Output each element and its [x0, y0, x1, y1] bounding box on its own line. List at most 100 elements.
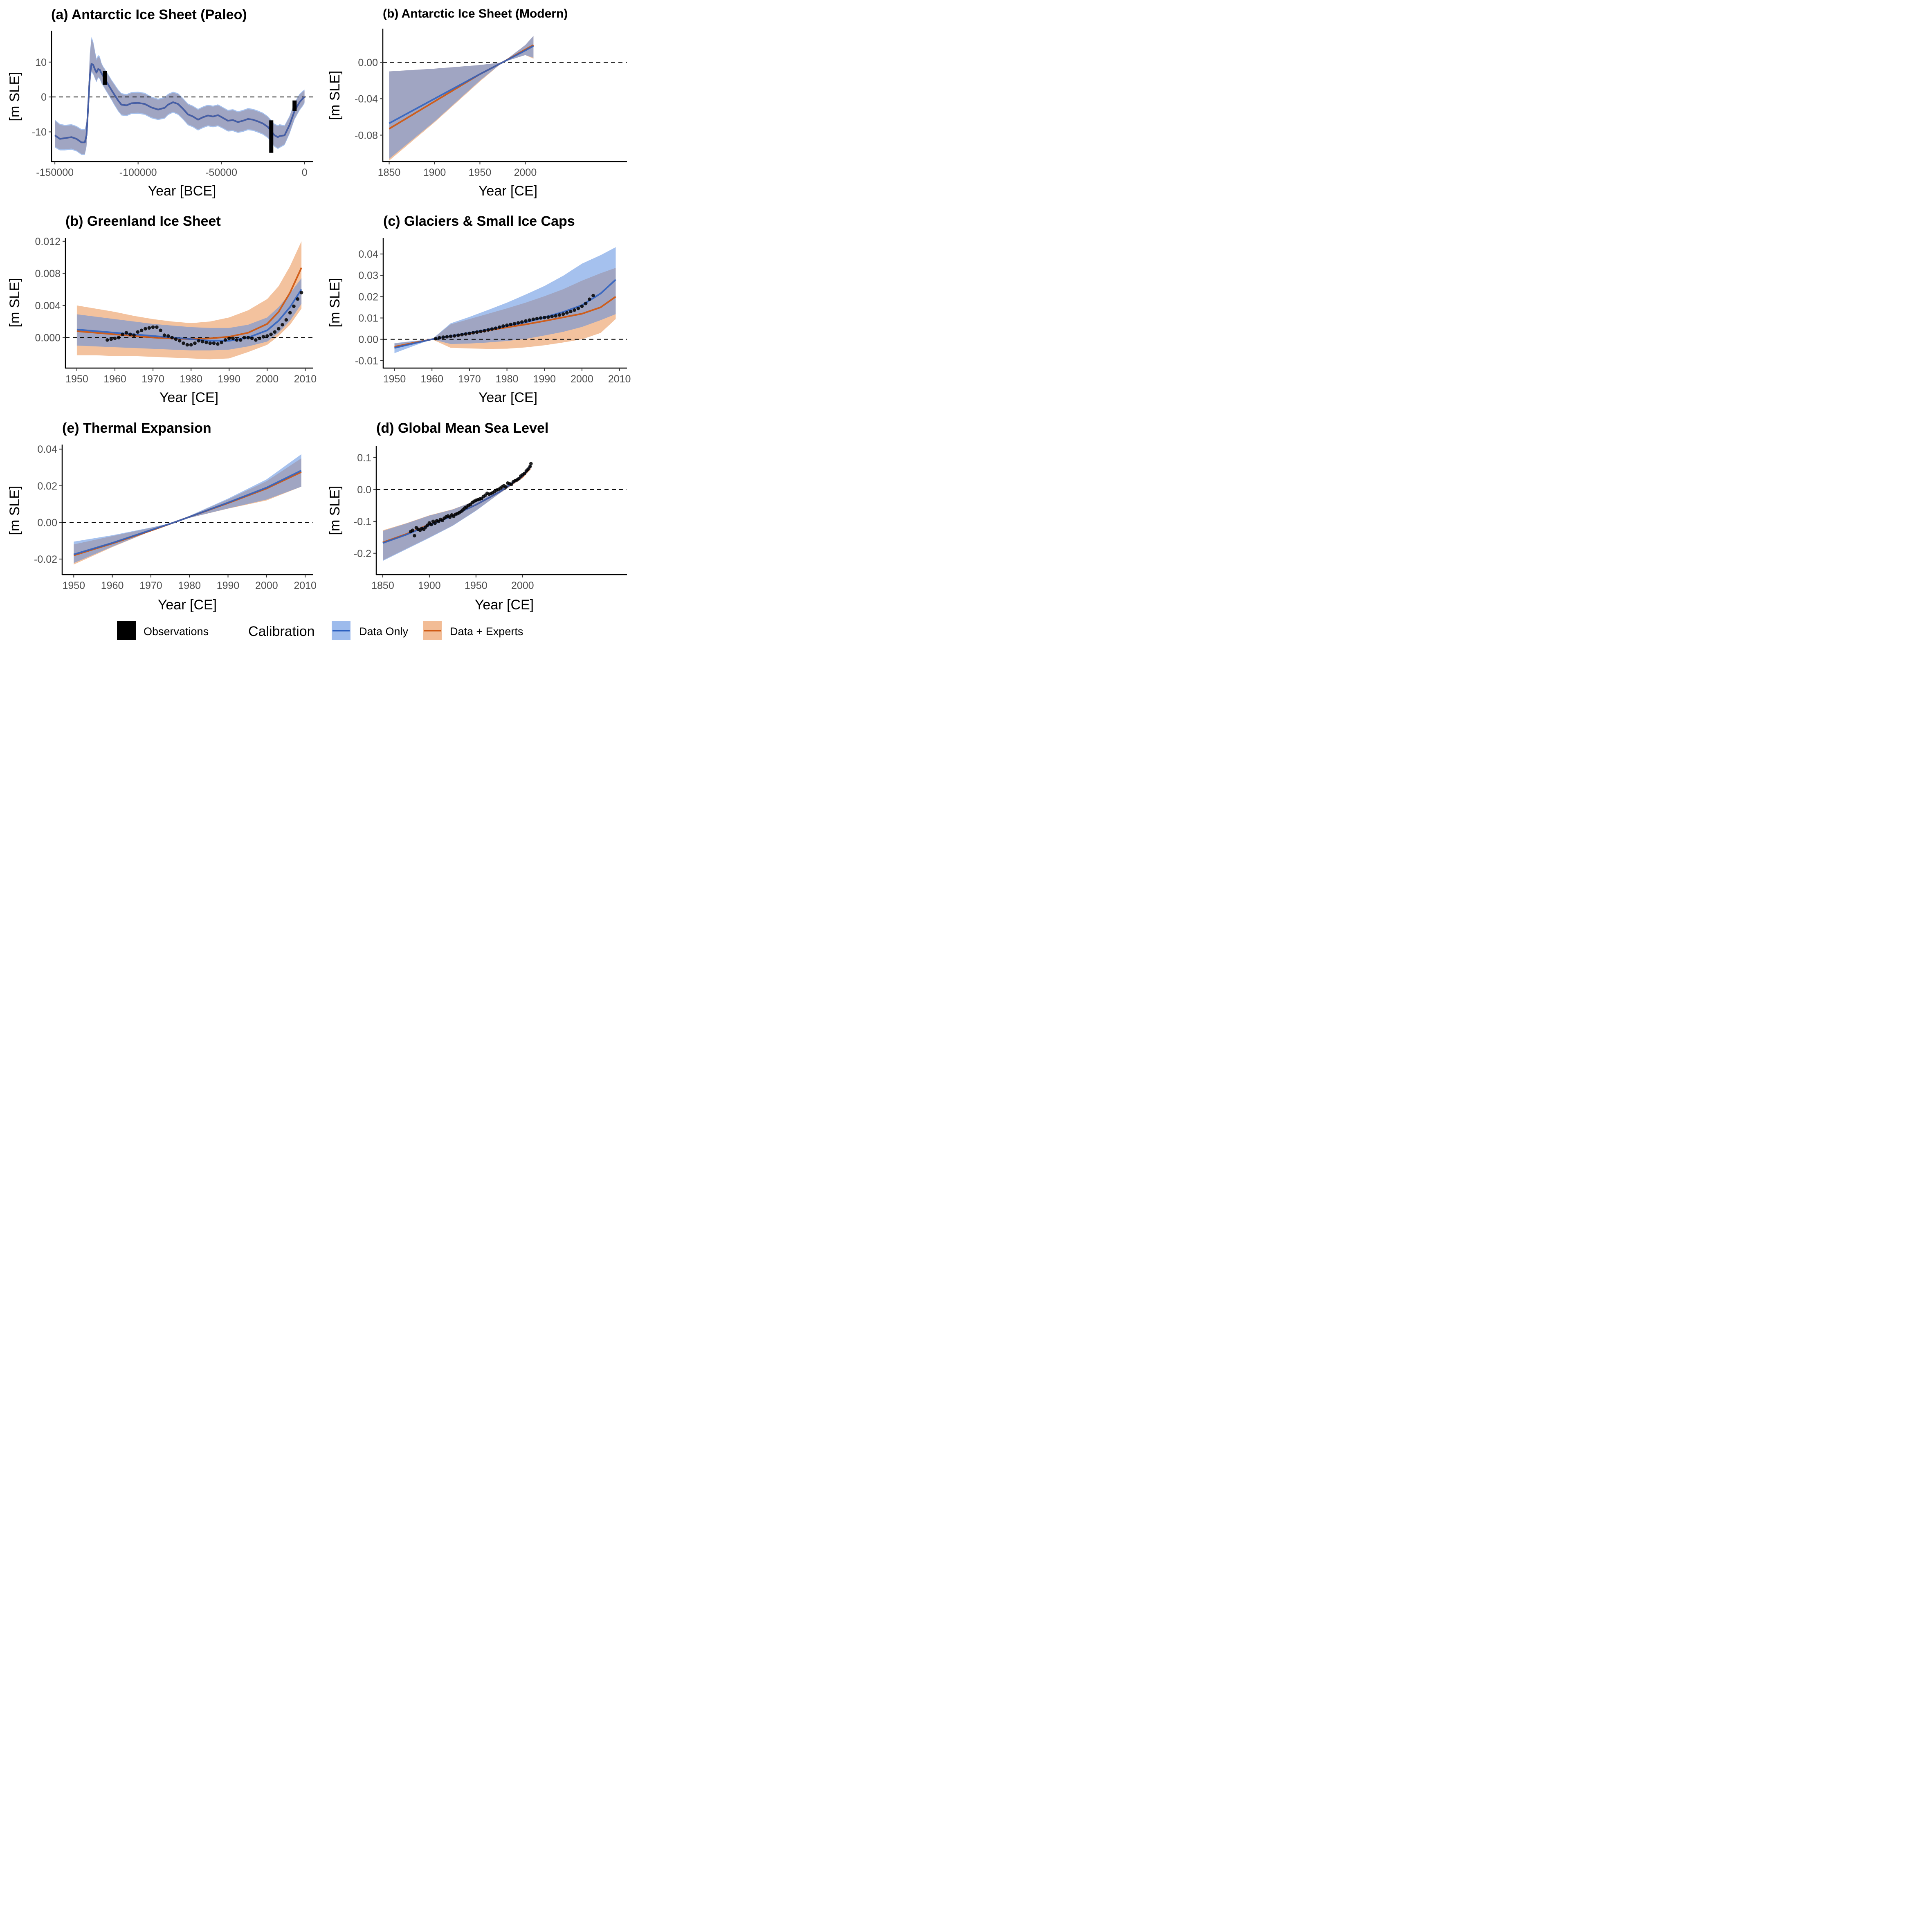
observation-point-c-41	[588, 297, 591, 301]
legend-data-only-label: Data Only	[359, 625, 409, 638]
observation-point-b-greenland-28	[212, 341, 216, 345]
x-axis-label-d: Year [CE]	[475, 597, 534, 613]
observation-point-c-25	[528, 318, 531, 322]
observation-point-d-1	[411, 528, 415, 532]
observation-point-b-greenland-43	[269, 332, 273, 336]
y-tick-label-d-1: -0.1	[354, 516, 371, 528]
band-data-only-b-greenland	[76, 278, 302, 350]
x-tick-label-b-greenland-1: 1960	[103, 373, 126, 385]
observation-point-b-greenland-8	[136, 330, 140, 334]
chart-panel-e: 1950 1960 1970 1980 1990 2000 2010 -0.02 0.00 0.0…	[7, 420, 317, 613]
y-tick-label-b-greenland-3: 0.012	[35, 236, 61, 247]
x-tick-label-c-0: 1950	[383, 373, 406, 385]
x-tick-label-b-greenland-2: 1970	[142, 373, 164, 385]
observation-point-b-greenland-29	[216, 342, 220, 346]
observation-point-b-greenland-7	[132, 333, 136, 337]
observation-point-c-26	[531, 317, 535, 321]
observation-point-b-greenland-24	[197, 339, 201, 343]
observation-point-b-greenland-1	[109, 337, 113, 341]
observation-point-c-14	[486, 328, 490, 332]
observation-point-c-28	[539, 316, 543, 320]
observation-point-b-greenland-11	[147, 326, 151, 330]
observation-point-b-greenland-14	[159, 328, 162, 332]
line-data-experts-b-greenland	[76, 267, 302, 340]
y-axis-label-e: [m SLE]	[7, 486, 22, 535]
observation-point-b-greenland-37	[246, 336, 250, 339]
y-tick-label-a-0: -10	[32, 126, 47, 138]
chart-title-a: (a) Antarctic Ice Sheet (Paleo)	[51, 7, 247, 22]
observation-point-c-21	[512, 322, 517, 326]
y-axis-label-b-greenland: [m SLE]	[7, 278, 22, 328]
observation-point-d-13	[433, 521, 437, 525]
y-tick-label-b-modern-2: -0.08	[355, 130, 378, 141]
plot-area-a	[52, 37, 313, 155]
observation-point-c-23	[520, 320, 524, 324]
observation-point-c-22	[516, 321, 520, 325]
observation-point-c-27	[535, 317, 539, 321]
plot-area-e	[62, 454, 313, 565]
y-axis-label-c: [m SLE]	[327, 278, 343, 328]
y-tick-label-b-greenland-1: 0.004	[35, 300, 61, 312]
observation-point-c-34	[561, 312, 565, 316]
observation-point-c-18	[501, 324, 505, 328]
observation-point-c-16	[494, 326, 498, 330]
observation-point-c-36	[569, 310, 573, 314]
x-axis-label-b-greenland: Year [CE]	[160, 390, 218, 405]
observation-point-b-greenland-9	[139, 328, 144, 332]
y-tick-label-b-greenland-2: 0.008	[35, 268, 61, 279]
observation-point-b-greenland-39	[254, 338, 258, 342]
observation-point-c-39	[580, 304, 584, 308]
y-tick-label-d-0: -0.2	[354, 548, 371, 559]
chart-title-e: (e) Thermal Expansion	[62, 420, 211, 436]
observation-point-b-greenland-51	[299, 291, 303, 294]
x-axis-label-e: Year [CE]	[158, 597, 217, 613]
observation-point-c-42	[591, 294, 595, 298]
x-tick-label-c-4: 1990	[533, 373, 556, 385]
band-data-experts-e	[74, 458, 301, 565]
x-tick-label-b-modern-3: 2000	[514, 167, 537, 178]
y-tick-label-c-1: 0.00	[358, 334, 378, 346]
observation-point-b-greenland-45	[276, 327, 281, 331]
legend-observations-key	[117, 621, 136, 640]
y-axis-label-b-modern: [m SLE]	[327, 71, 343, 120]
observation-point-b-greenland-17	[170, 336, 174, 339]
observation-point-c-3	[445, 335, 449, 339]
observation-point-c-33	[557, 313, 562, 317]
observation-point-b-greenland-25	[200, 339, 204, 344]
y-tick-label-c-0: -0.01	[355, 355, 378, 367]
x-tick-label-c-5: 2000	[571, 373, 593, 385]
observation-point-b-greenland-12	[151, 325, 155, 329]
observation-point-c-7	[460, 332, 464, 337]
observation-point-c-12	[479, 330, 483, 333]
observation-point-b-greenland-6	[128, 332, 132, 336]
observation-point-c-17	[497, 325, 501, 329]
y-tick-label-d-2: 0.0	[357, 484, 371, 496]
observation-point-c-32	[554, 314, 558, 318]
observation-point-b-greenland-31	[223, 338, 227, 342]
x-axis-label-c: Year [CE]	[479, 390, 537, 405]
observation-point-b-greenland-21	[185, 343, 189, 347]
band-data-only-b-modern	[389, 36, 534, 159]
observation-point-d-54	[510, 483, 513, 486]
observation-point-b-greenland-42	[265, 334, 269, 338]
x-tick-label-e-4: 1990	[217, 580, 240, 591]
observation-point-b-greenland-40	[258, 337, 261, 340]
y-tick-label-b-greenland-0: 0.000	[35, 332, 61, 344]
y-tick-label-c-5: 0.04	[358, 249, 378, 260]
x-tick-label-c-2: 1970	[458, 373, 481, 385]
plot-area-d	[376, 464, 627, 561]
y-tick-label-d-3: 0.1	[357, 452, 371, 464]
observation-point-c-37	[573, 308, 576, 312]
chart-title-c: (c) Glaciers & Small Ice Caps	[383, 213, 575, 229]
line-data-only-a	[54, 63, 305, 144]
x-tick-label-a-0: -150000	[36, 167, 74, 178]
observation-point-c-1	[438, 336, 441, 340]
y-tick-label-c-2: 0.01	[358, 312, 378, 324]
observation-point-b-greenland-22	[189, 343, 193, 347]
x-tick-label-d-1: 1900	[418, 580, 441, 591]
legend-data-experts-label: Data + Experts	[450, 625, 523, 638]
observation-point-b-greenland-46	[281, 323, 284, 327]
chart-title-d: (d) Global Mean Sea Level	[376, 420, 548, 436]
x-tick-label-b-greenland-5: 2000	[256, 373, 279, 385]
band-data-experts-b-modern	[389, 36, 534, 161]
